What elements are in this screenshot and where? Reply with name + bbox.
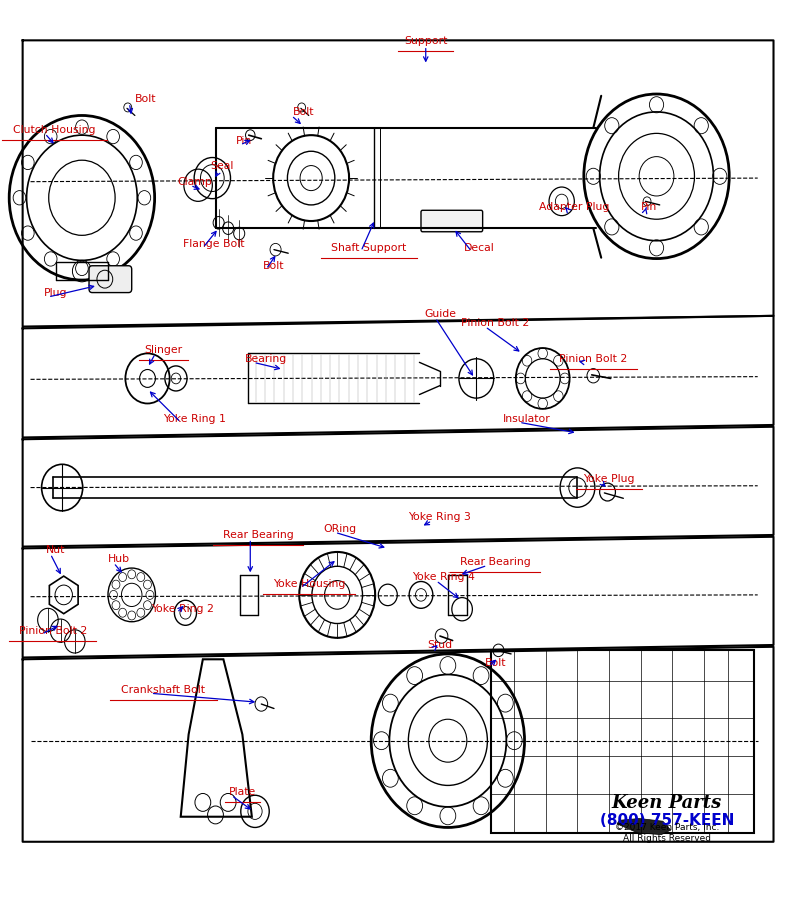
Text: Rear Bearing: Rear Bearing xyxy=(460,557,530,567)
Text: Keen Parts: Keen Parts xyxy=(612,795,722,813)
Text: Decal: Decal xyxy=(464,243,495,253)
Text: Yoke Plug: Yoke Plug xyxy=(583,473,635,483)
Text: Pin: Pin xyxy=(236,137,252,147)
Text: Pinion Bolt 2: Pinion Bolt 2 xyxy=(461,318,530,328)
Text: Pinion Bolt 2: Pinion Bolt 2 xyxy=(559,354,627,364)
FancyBboxPatch shape xyxy=(89,266,132,292)
Text: Hub: Hub xyxy=(108,554,130,564)
Text: Yoke Ring 4: Yoke Ring 4 xyxy=(412,572,474,582)
Text: Pin: Pin xyxy=(641,202,657,211)
Polygon shape xyxy=(617,818,670,834)
Text: Yoke Ring 2: Yoke Ring 2 xyxy=(151,604,214,614)
Text: Bolt: Bolt xyxy=(263,261,285,271)
Text: Yoke Ring 1: Yoke Ring 1 xyxy=(163,414,226,424)
Text: Rear Bearing: Rear Bearing xyxy=(222,530,294,540)
Text: Stud: Stud xyxy=(427,640,453,650)
Text: Seal: Seal xyxy=(210,160,234,171)
Text: Bolt: Bolt xyxy=(485,658,506,668)
Text: Clamp: Clamp xyxy=(178,176,212,186)
Text: (800) 757-KEEN: (800) 757-KEEN xyxy=(600,813,734,828)
Text: Yoke Housing: Yoke Housing xyxy=(273,580,345,590)
FancyBboxPatch shape xyxy=(421,211,482,232)
Text: Guide: Guide xyxy=(424,309,456,319)
Text: Support: Support xyxy=(404,36,447,46)
Text: Yoke Ring 3: Yoke Ring 3 xyxy=(409,512,471,522)
Text: ©2017 Keen Parts, Inc.
All Rights Reserved: ©2017 Keen Parts, Inc. All Rights Reserv… xyxy=(614,824,719,842)
Text: Bolt: Bolt xyxy=(293,107,314,117)
Circle shape xyxy=(97,270,113,288)
Text: Clutch Housing: Clutch Housing xyxy=(13,125,95,135)
Text: Bearing: Bearing xyxy=(245,354,287,364)
Text: Flange Bolt: Flange Bolt xyxy=(183,239,245,249)
Text: ORing: ORing xyxy=(324,524,357,534)
Text: Pinion Bolt 2: Pinion Bolt 2 xyxy=(18,626,86,635)
Text: Nut: Nut xyxy=(46,545,66,555)
Text: Plug: Plug xyxy=(44,289,67,299)
Text: Shaft Support: Shaft Support xyxy=(331,243,406,253)
Text: Slinger: Slinger xyxy=(144,345,182,355)
Text: Adapter Plug: Adapter Plug xyxy=(539,202,610,211)
Text: Crankshaft Bolt: Crankshaft Bolt xyxy=(122,685,206,695)
Text: Insulator: Insulator xyxy=(503,414,550,424)
Circle shape xyxy=(246,130,255,140)
Text: Plate: Plate xyxy=(229,787,256,796)
Text: Bolt: Bolt xyxy=(134,94,156,104)
